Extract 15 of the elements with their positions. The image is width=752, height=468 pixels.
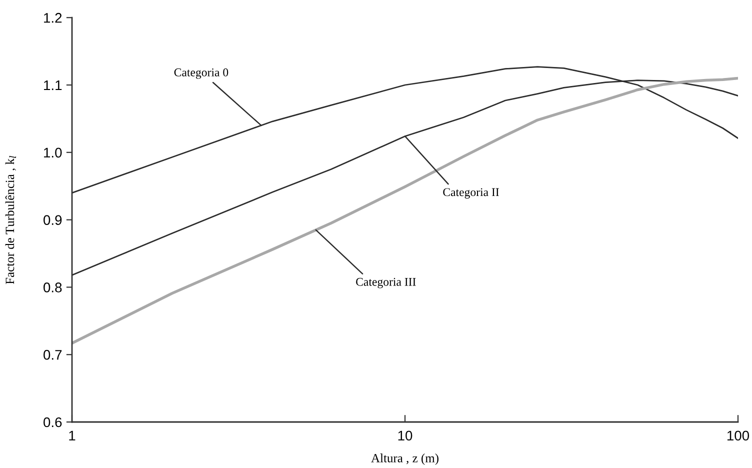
y-tick-label: 0.9 [44,215,62,225]
annotation: Categoria III [356,278,416,288]
y-tick-label: 1.1 [44,80,62,90]
x-axis-title: Altura , z (m) [371,454,438,465]
y-tick-label: 0.8 [44,282,62,292]
x-tick-label: 1 [69,430,76,440]
y-tick-label: 0.7 [44,350,62,360]
x-tick-label: 100 [727,430,750,441]
y-axis-title: Factor de Turbulência , k$_{l}$ [5,156,16,284]
x-tick-label: 10 [398,430,412,441]
annotation: Categoria 0 [174,68,228,79]
y-tick-label: 1.2 [44,12,62,23]
y-tick-label: 0.6 [44,417,62,428]
annotation: Categoria II [443,188,499,199]
y-tick-label: 1.0 [44,148,62,158]
